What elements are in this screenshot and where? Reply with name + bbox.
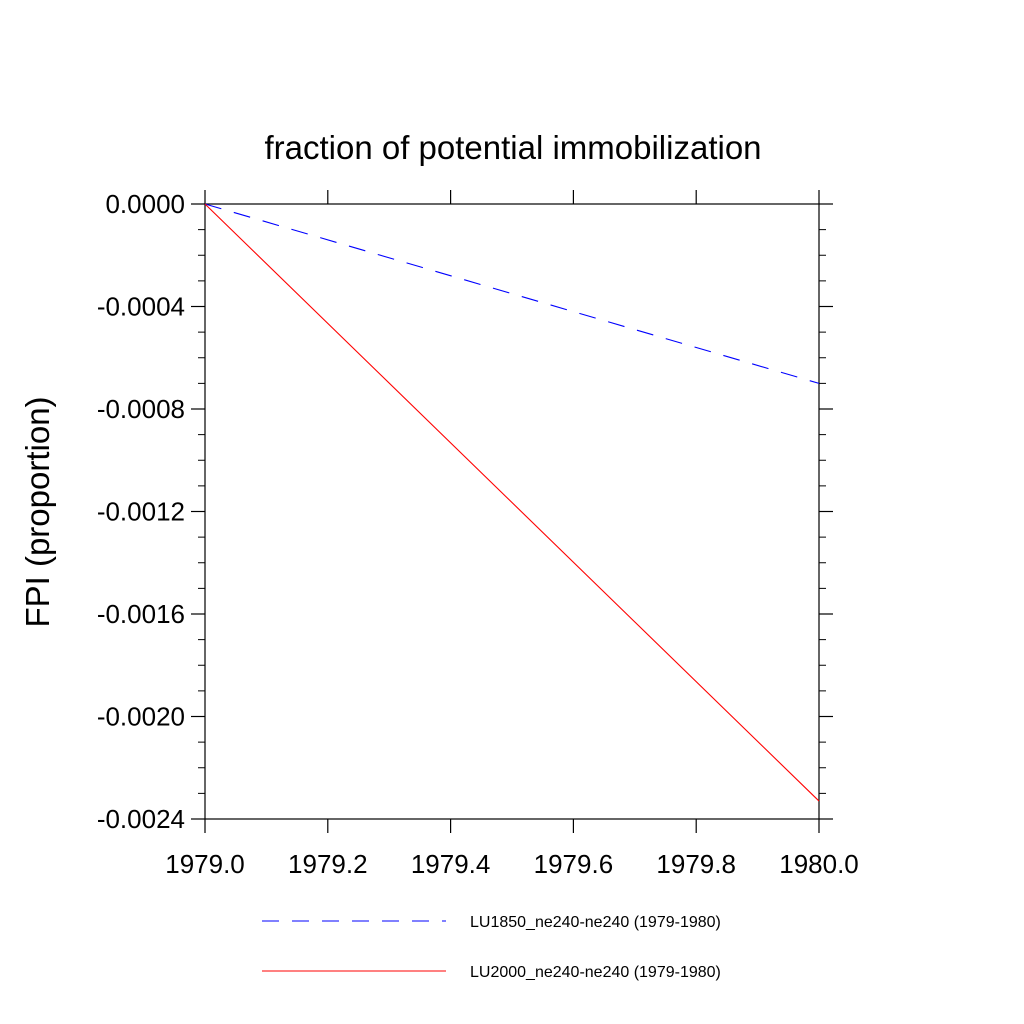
x-tick-label: 1979.6 <box>534 849 614 879</box>
y-axis-label: FPI (proportion) <box>19 396 56 627</box>
y-tick-label: -0.0008 <box>97 394 185 424</box>
y-tick-label: -0.0016 <box>97 599 185 629</box>
x-tick-label: 1980.0 <box>779 849 859 879</box>
x-tick-label: 1979.2 <box>288 849 368 879</box>
x-tick-label: 1979.0 <box>165 849 245 879</box>
y-tick-label: -0.0024 <box>97 804 185 834</box>
y-tick-label: -0.0004 <box>97 292 185 322</box>
y-tick-label: -0.0020 <box>97 702 185 732</box>
series-line-1 <box>204 203 820 384</box>
y-tick-label: -0.0012 <box>97 497 185 527</box>
series-line-2 <box>204 203 820 802</box>
x-tick-label: 1979.8 <box>656 849 736 879</box>
plot-area: 1979.0 1979.2 1979.4 1979.6 1979.8 1980.0 0.00… <box>97 189 859 879</box>
legend-label-1: LU1850_ne240-ne240 (1979-1980) <box>470 914 721 931</box>
plot-frame <box>204 203 820 820</box>
x-tick-label: 1979.4 <box>411 849 491 879</box>
legend-label-2: LU2000_ne240-ne240 (1979-1980) <box>470 964 721 981</box>
y-tick-label: 0.0000 <box>105 189 185 219</box>
legend: LU1850_ne240-ne240 (1979-1980) LU2000_ne2… <box>262 914 721 981</box>
chart-title: fraction of potential immobilization <box>264 129 761 166</box>
